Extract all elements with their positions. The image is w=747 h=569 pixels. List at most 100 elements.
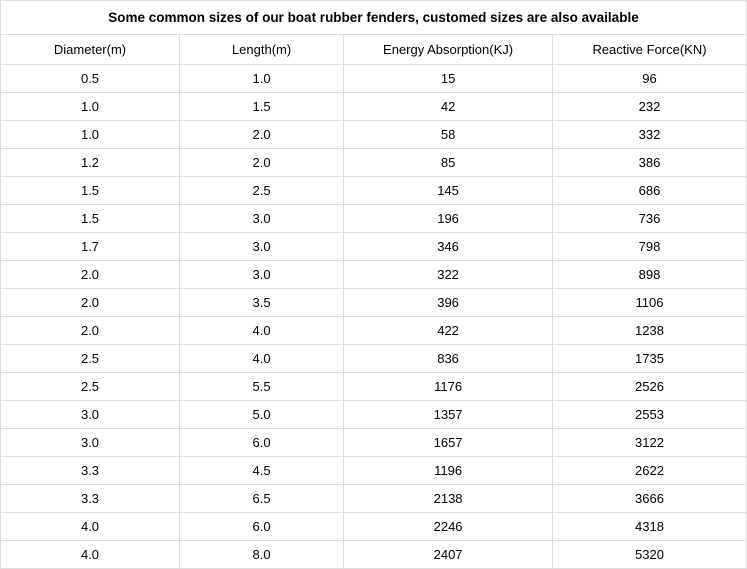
table-row: 2.54.08361735 bbox=[1, 345, 747, 373]
table-cell: 1.5 bbox=[1, 205, 180, 233]
table-cell: 3.0 bbox=[180, 233, 344, 261]
table-cell: 2.0 bbox=[1, 317, 180, 345]
table-cell: 1.2 bbox=[1, 149, 180, 177]
table-cell: 3.0 bbox=[1, 401, 180, 429]
table-cell: 3.0 bbox=[180, 205, 344, 233]
table-cell: 422 bbox=[344, 317, 553, 345]
table-cell: 2407 bbox=[344, 541, 553, 569]
table-cell: 1.0 bbox=[1, 121, 180, 149]
table-row: 2.03.0322898 bbox=[1, 261, 747, 289]
table-cell: 2.5 bbox=[1, 373, 180, 401]
table-cell: 15 bbox=[344, 65, 553, 93]
table-cell: 2622 bbox=[553, 457, 747, 485]
table-cell: 4.0 bbox=[180, 317, 344, 345]
table-cell: 8.0 bbox=[180, 541, 344, 569]
table-cell: 1735 bbox=[553, 345, 747, 373]
table-title-row: Some common sizes of our boat rubber fen… bbox=[1, 1, 747, 35]
fender-size-table: Some common sizes of our boat rubber fen… bbox=[0, 0, 747, 569]
table-row: 4.06.022464318 bbox=[1, 513, 747, 541]
table-cell: 1196 bbox=[344, 457, 553, 485]
table-row: 3.05.013572553 bbox=[1, 401, 747, 429]
col-header-energy: Energy Absorption(KJ) bbox=[344, 35, 553, 65]
table-cell: 196 bbox=[344, 205, 553, 233]
table-cell: 898 bbox=[553, 261, 747, 289]
table-cell: 2553 bbox=[553, 401, 747, 429]
col-header-diameter: Diameter(m) bbox=[1, 35, 180, 65]
table-cell: 42 bbox=[344, 93, 553, 121]
table-body: 0.51.015961.01.5422321.02.0583321.22.085… bbox=[1, 65, 747, 569]
table-cell: 4.5 bbox=[180, 457, 344, 485]
table-cell: 1.0 bbox=[1, 93, 180, 121]
table-cell: 2.0 bbox=[1, 289, 180, 317]
table-cell: 0.5 bbox=[1, 65, 180, 93]
table-cell: 836 bbox=[344, 345, 553, 373]
table-cell: 798 bbox=[553, 233, 747, 261]
table-row: 1.02.058332 bbox=[1, 121, 747, 149]
table-cell: 6.0 bbox=[180, 513, 344, 541]
table-title: Some common sizes of our boat rubber fen… bbox=[1, 1, 747, 35]
table-cell: 2.5 bbox=[180, 177, 344, 205]
table-cell: 332 bbox=[553, 121, 747, 149]
table-cell: 1238 bbox=[553, 317, 747, 345]
table-row: 1.73.0346798 bbox=[1, 233, 747, 261]
table-cell: 2246 bbox=[344, 513, 553, 541]
table-cell: 1.5 bbox=[180, 93, 344, 121]
table-cell: 2.5 bbox=[1, 345, 180, 373]
col-header-force: Reactive Force(KN) bbox=[553, 35, 747, 65]
table-cell: 2138 bbox=[344, 485, 553, 513]
table-cell: 386 bbox=[553, 149, 747, 177]
table-row: 3.06.016573122 bbox=[1, 429, 747, 457]
table-cell: 1.0 bbox=[180, 65, 344, 93]
table-cell: 3122 bbox=[553, 429, 747, 457]
table-cell: 3.0 bbox=[1, 429, 180, 457]
table-header-row: Diameter(m) Length(m) Energy Absorption(… bbox=[1, 35, 747, 65]
table-cell: 3.5 bbox=[180, 289, 344, 317]
table-cell: 4.0 bbox=[1, 541, 180, 569]
table-row: 0.51.01596 bbox=[1, 65, 747, 93]
table-cell: 1.7 bbox=[1, 233, 180, 261]
fender-size-table-container: Some common sizes of our boat rubber fen… bbox=[0, 0, 747, 569]
table-cell: 6.0 bbox=[180, 429, 344, 457]
table-cell: 4318 bbox=[553, 513, 747, 541]
table-cell: 2.0 bbox=[180, 121, 344, 149]
table-row: 1.53.0196736 bbox=[1, 205, 747, 233]
table-row: 1.01.542232 bbox=[1, 93, 747, 121]
table-cell: 396 bbox=[344, 289, 553, 317]
table-row: 2.04.04221238 bbox=[1, 317, 747, 345]
table-cell: 96 bbox=[553, 65, 747, 93]
table-row: 1.52.5145686 bbox=[1, 177, 747, 205]
table-cell: 4.0 bbox=[1, 513, 180, 541]
table-cell: 1357 bbox=[344, 401, 553, 429]
table-cell: 686 bbox=[553, 177, 747, 205]
table-cell: 3.0 bbox=[180, 261, 344, 289]
table-cell: 6.5 bbox=[180, 485, 344, 513]
table-cell: 1106 bbox=[553, 289, 747, 317]
table-cell: 3.3 bbox=[1, 457, 180, 485]
table-cell: 736 bbox=[553, 205, 747, 233]
table-cell: 5.5 bbox=[180, 373, 344, 401]
table-cell: 232 bbox=[553, 93, 747, 121]
table-row: 3.36.521383666 bbox=[1, 485, 747, 513]
table-cell: 2.0 bbox=[1, 261, 180, 289]
table-cell: 5320 bbox=[553, 541, 747, 569]
table-row: 4.08.024075320 bbox=[1, 541, 747, 569]
col-header-length: Length(m) bbox=[180, 35, 344, 65]
table-cell: 4.0 bbox=[180, 345, 344, 373]
table-cell: 5.0 bbox=[180, 401, 344, 429]
table-cell: 2.0 bbox=[180, 149, 344, 177]
table-cell: 346 bbox=[344, 233, 553, 261]
table-cell: 85 bbox=[344, 149, 553, 177]
table-cell: 1176 bbox=[344, 373, 553, 401]
table-cell: 1.5 bbox=[1, 177, 180, 205]
table-row: 3.34.511962622 bbox=[1, 457, 747, 485]
table-cell: 58 bbox=[344, 121, 553, 149]
table-cell: 322 bbox=[344, 261, 553, 289]
table-row: 2.03.53961106 bbox=[1, 289, 747, 317]
table-cell: 3.3 bbox=[1, 485, 180, 513]
table-row: 2.55.511762526 bbox=[1, 373, 747, 401]
table-cell: 145 bbox=[344, 177, 553, 205]
table-cell: 1657 bbox=[344, 429, 553, 457]
table-row: 1.22.085386 bbox=[1, 149, 747, 177]
table-cell: 3666 bbox=[553, 485, 747, 513]
table-cell: 2526 bbox=[553, 373, 747, 401]
